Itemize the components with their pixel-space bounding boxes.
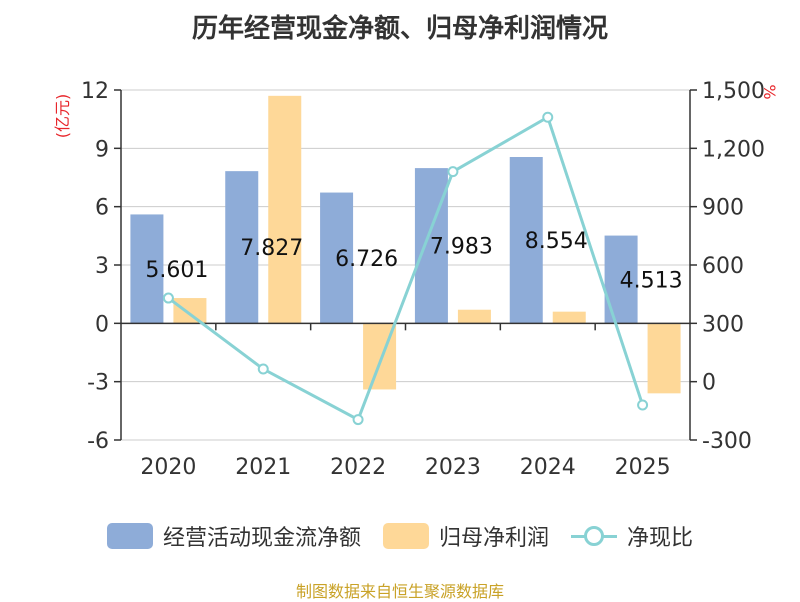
y-right-tick-label: 1,200 [702, 137, 765, 162]
bar-cash-2023 [414, 168, 448, 324]
bar-cash-2022 [320, 192, 354, 324]
chart-canvas: -6 -3 0 3 6 9 12 -300 0 300 600 900 1,200 1,500 2020 20… [53, 79, 779, 480]
y-right-tick-label: 900 [702, 196, 744, 221]
point-ratio-2021 [257, 363, 269, 375]
bar-cash-2024 [509, 157, 543, 324]
point-ratio-2025 [637, 399, 649, 411]
legend-item-profit[interactable]: 归母净利润 [382, 520, 549, 552]
y-left-tick-label: -6 [87, 429, 109, 454]
axis-layer: -6 -3 0 3 6 9 12 -300 0 300 600 900 1,200 1,500 2020 20… [53, 79, 779, 480]
x-tick-label-2023: 2023 [425, 455, 481, 480]
data-label-cash-2024: 8.554 [525, 229, 588, 254]
point-ratio-2022 [352, 414, 364, 426]
point-ratio-2024 [542, 111, 554, 123]
y-left-tick-label: 12 [81, 79, 109, 104]
point-ratio-2023 [447, 166, 459, 178]
y-right-tick-label: 1,500 [702, 79, 765, 104]
legend-line-ratio-icon [571, 523, 617, 549]
source-note: 制图数据来自恒生聚源数据库 [295, 582, 504, 601]
legend-item-ratio[interactable]: 净现比 [571, 520, 693, 552]
bar-profit-2020 [173, 298, 207, 324]
x-tick-label-2021: 2021 [235, 455, 291, 480]
bar-cash-2020 [130, 214, 164, 324]
x-tick-label-2022: 2022 [330, 455, 386, 480]
y-right-tick-label: -300 [702, 429, 752, 454]
y-left-tick-label: 6 [95, 196, 109, 221]
line-layer [162, 111, 649, 426]
bar-layer [130, 95, 681, 394]
x-tick-label-2025: 2025 [615, 455, 671, 480]
legend-swatch-profit [382, 523, 429, 549]
y-right-tick-label: 0 [702, 371, 716, 396]
legend-label-profit: 归母净利润 [438, 526, 549, 551]
y-left-axis-label: (亿元) [53, 94, 72, 139]
x-tick-label-2020: 2020 [140, 455, 196, 480]
y-left-tick-label: 9 [95, 137, 109, 162]
bar-profit-2025 [647, 323, 681, 394]
legend: 经营活动现金流净额 归母净利润 净现比 [0, 516, 800, 556]
label-layer: 5.601 7.827 6.726 7.983 8.554 4.513 [145, 229, 682, 293]
bar-profit-2021 [268, 95, 302, 324]
data-label-cash-2021: 7.827 [240, 236, 303, 261]
x-tick-label-2024: 2024 [520, 455, 576, 480]
y-right-axis-label: % [760, 84, 779, 99]
point-ratio-2020 [162, 292, 174, 304]
y-left-tick-label: -3 [87, 371, 109, 396]
bar-profit-2023 [457, 309, 491, 324]
chart-title: 历年经营现金净额、归母净利润情况 [191, 14, 608, 44]
data-label-cash-2022: 6.726 [335, 247, 398, 272]
legend-label-ratio: 净现比 [627, 526, 694, 551]
y-left-tick-label: 3 [95, 254, 109, 279]
y-right-tick-label: 600 [702, 254, 744, 279]
data-label-cash-2025: 4.513 [620, 268, 683, 293]
bar-cash-2021 [225, 171, 259, 324]
data-label-cash-2020: 5.601 [145, 258, 208, 283]
data-label-cash-2023: 7.983 [430, 235, 493, 260]
legend-label-cash: 经营活动现金流净额 [162, 526, 361, 551]
bar-profit-2024 [552, 311, 586, 324]
y-left-tick-label: 0 [95, 312, 109, 337]
y-right-tick-label: 300 [702, 312, 744, 337]
legend-swatch-cash [106, 523, 153, 549]
line-ratio [167, 115, 645, 422]
legend-item-cash[interactable]: 经营活动现金流净额 [106, 520, 361, 552]
